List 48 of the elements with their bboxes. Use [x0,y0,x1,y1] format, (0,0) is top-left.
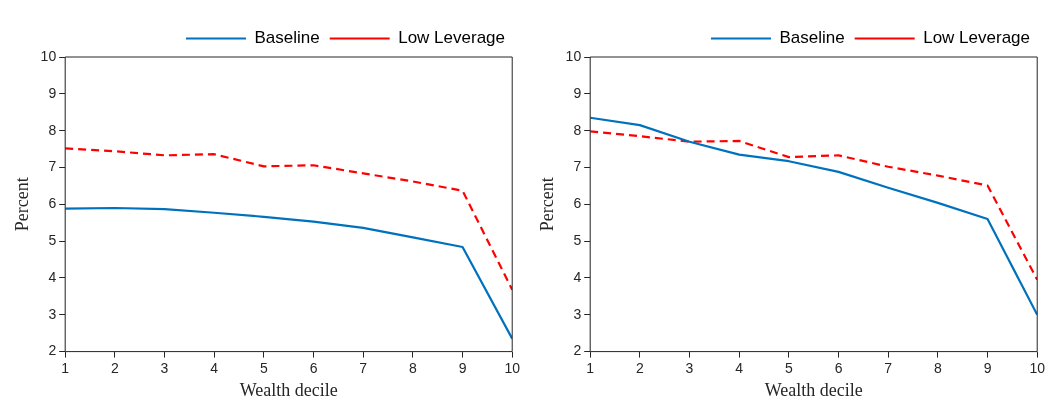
x-tick-label: 9 [983,359,992,376]
x-tick-label: 4 [735,359,744,376]
x-tick-label: 10 [504,359,521,376]
y-tick-label: 9 [48,84,57,101]
y-tick-label: 6 [573,195,582,212]
x-tick-label: 2 [635,359,644,376]
y-tick-label: 3 [48,305,57,322]
x-tick-label: 6 [834,359,843,376]
x-axis-title: Wealth decile [764,379,863,400]
x-tick-label: 1 [586,359,595,376]
legend-label: Baseline [254,28,320,48]
x-tick-label: 5 [784,359,793,376]
y-axis-title: Percent [536,177,557,232]
y-tick-label: 10 [40,47,57,64]
y-tick-label: 6 [48,195,57,212]
x-tick-label: 9 [458,359,467,376]
y-axis-title: Percent [11,177,32,232]
y-tick-label: 8 [48,121,57,138]
legend-label: Low Leverage [398,28,506,48]
y-tick-label: 7 [573,158,582,175]
legend-label: Baseline [779,28,845,48]
x-tick-label: 7 [359,359,368,376]
x-tick-label: 8 [933,359,942,376]
line-series [590,130,1038,281]
x-tick-label: 6 [309,359,318,376]
y-tick-label: 4 [48,268,57,285]
y-tick-label: 5 [48,231,57,248]
y-tick-label: 8 [573,121,582,138]
y-tick-label: 3 [573,305,582,322]
y-tick-label: 9 [573,84,582,101]
x-axis-title: Wealth decile [239,379,338,400]
x-tick-label: 5 [259,359,268,376]
y-tick-label: 7 [48,158,57,175]
y-tick-label: 4 [573,268,582,285]
x-tick-label: 4 [210,359,219,376]
x-tick-label: 3 [685,359,694,376]
line-series [65,147,513,291]
x-tick-label: 2 [110,359,119,376]
y-tick-label: 10 [565,47,582,64]
x-tick-label: 3 [160,359,169,376]
y-tick-label: 2 [48,342,57,359]
y-tick-label: 2 [573,342,582,359]
x-tick-label: 8 [408,359,417,376]
legend-label: Low Leverage [923,28,1031,48]
y-tick-label: 5 [573,231,582,248]
x-tick-label: 1 [61,359,70,376]
x-tick-label: 7 [884,359,893,376]
x-tick-label: 10 [1029,359,1046,376]
